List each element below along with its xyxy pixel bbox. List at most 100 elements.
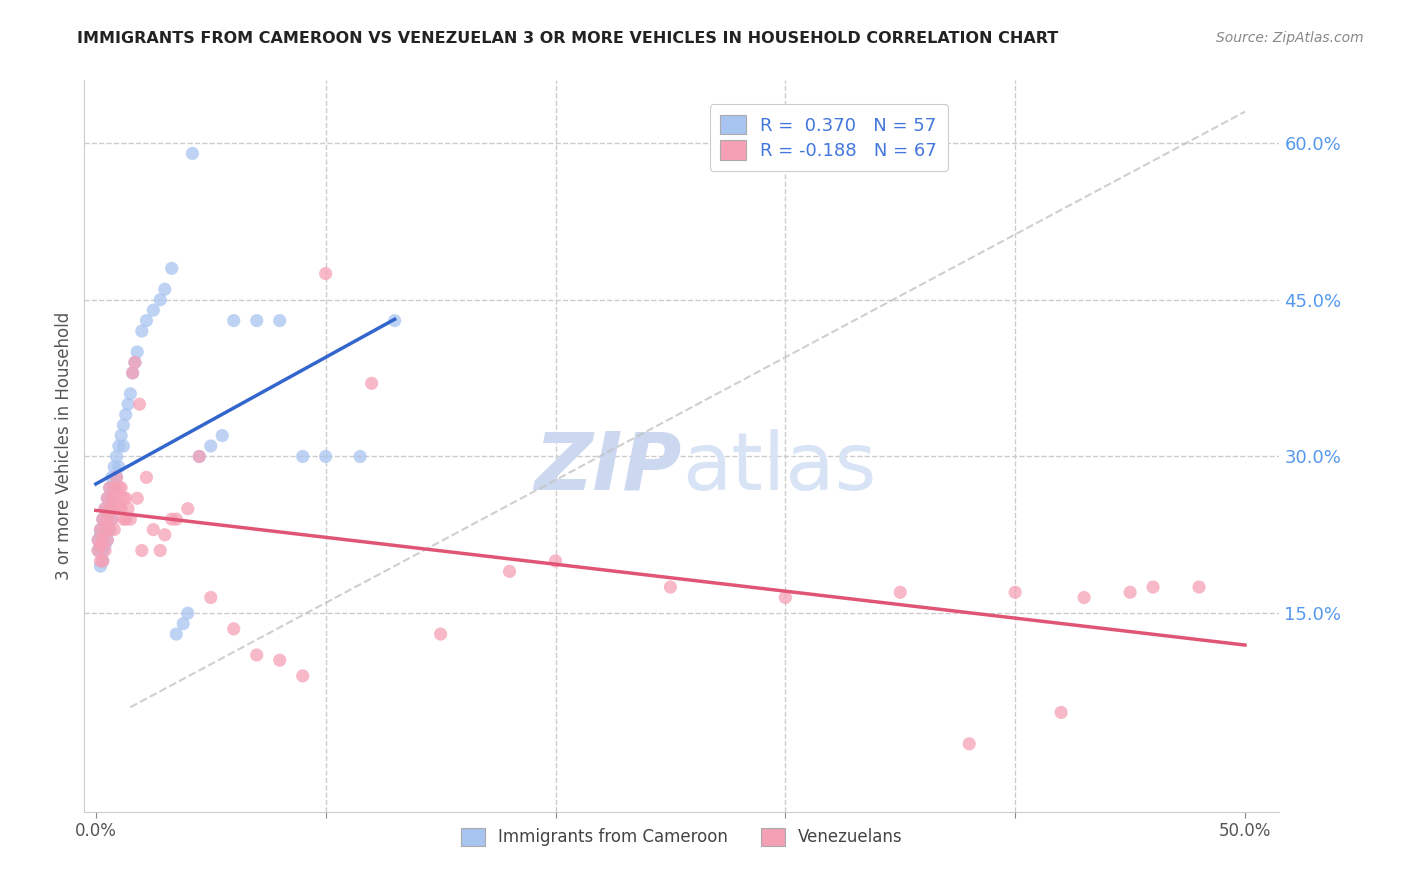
Point xyxy=(91,512,114,526)
Point xyxy=(153,282,176,296)
Point xyxy=(315,450,337,464)
Point xyxy=(94,543,117,558)
Point xyxy=(149,543,172,558)
Point xyxy=(775,591,797,605)
Point xyxy=(659,580,682,594)
Point xyxy=(121,366,143,380)
Point xyxy=(94,501,117,516)
Point xyxy=(89,559,111,574)
Point xyxy=(112,418,135,433)
Point xyxy=(211,428,233,442)
Point xyxy=(200,591,222,605)
Point xyxy=(1073,591,1095,605)
Point xyxy=(87,543,110,558)
Point xyxy=(160,512,183,526)
Point xyxy=(1004,585,1026,599)
Point xyxy=(135,470,157,484)
Point xyxy=(131,324,153,338)
Point xyxy=(269,313,291,327)
Point xyxy=(1142,580,1164,594)
Point xyxy=(114,512,136,526)
Y-axis label: 3 or more Vehicles in Household: 3 or more Vehicles in Household xyxy=(55,312,73,580)
Point xyxy=(349,450,371,464)
Point xyxy=(98,501,121,516)
Point xyxy=(108,481,131,495)
Point xyxy=(1119,585,1142,599)
Point xyxy=(96,512,118,526)
Point xyxy=(101,470,124,484)
Point xyxy=(128,397,150,411)
Point xyxy=(384,313,406,327)
Point xyxy=(112,491,135,506)
Point xyxy=(177,501,200,516)
Text: Source: ZipAtlas.com: Source: ZipAtlas.com xyxy=(1216,31,1364,45)
Point xyxy=(315,267,337,281)
Point xyxy=(87,543,110,558)
Point xyxy=(889,585,911,599)
Point xyxy=(103,459,125,474)
Point xyxy=(200,439,222,453)
Point xyxy=(188,450,211,464)
Point xyxy=(103,481,125,495)
Point xyxy=(1188,580,1211,594)
Point xyxy=(98,481,121,495)
Point xyxy=(96,512,118,526)
Point xyxy=(96,533,118,547)
Point xyxy=(112,439,135,453)
Point xyxy=(91,554,114,568)
Text: ZIP: ZIP xyxy=(534,429,682,507)
Point xyxy=(222,622,245,636)
Point xyxy=(544,554,567,568)
Point xyxy=(87,533,110,547)
Point xyxy=(246,648,269,662)
Point xyxy=(101,512,124,526)
Point xyxy=(101,512,124,526)
Point xyxy=(105,470,128,484)
Point xyxy=(181,146,204,161)
Point xyxy=(103,523,125,537)
Point xyxy=(89,523,111,537)
Point xyxy=(98,481,121,495)
Point xyxy=(120,386,142,401)
Point xyxy=(131,543,153,558)
Point xyxy=(114,491,136,506)
Point xyxy=(108,439,131,453)
Point xyxy=(142,303,165,318)
Point xyxy=(360,376,382,391)
Point xyxy=(124,355,146,369)
Point xyxy=(94,501,117,516)
Point xyxy=(94,538,117,552)
Point xyxy=(91,512,114,526)
Point xyxy=(91,533,114,547)
Point xyxy=(105,450,128,464)
Point xyxy=(165,512,187,526)
Point xyxy=(117,501,139,516)
Point xyxy=(103,481,125,495)
Point xyxy=(110,481,132,495)
Point xyxy=(124,355,146,369)
Point xyxy=(222,313,245,327)
Point xyxy=(177,606,200,620)
Point xyxy=(108,459,131,474)
Text: atlas: atlas xyxy=(682,429,876,507)
Point xyxy=(91,543,114,558)
Point xyxy=(98,501,121,516)
Point xyxy=(1050,706,1073,720)
Point xyxy=(121,366,143,380)
Point xyxy=(957,737,980,751)
Point xyxy=(127,345,149,359)
Point xyxy=(246,313,269,327)
Point xyxy=(96,491,118,506)
Point xyxy=(101,491,124,506)
Point xyxy=(127,491,149,506)
Point xyxy=(117,397,139,411)
Point xyxy=(91,554,114,568)
Point xyxy=(89,554,111,568)
Point xyxy=(94,523,117,537)
Point xyxy=(160,261,183,276)
Point xyxy=(103,501,125,516)
Point xyxy=(153,528,176,542)
Point xyxy=(112,512,135,526)
Point xyxy=(101,491,124,506)
Point xyxy=(110,501,132,516)
